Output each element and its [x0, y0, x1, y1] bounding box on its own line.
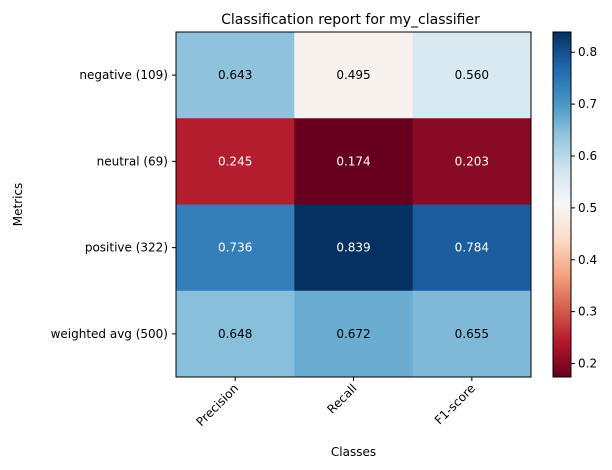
heatmap-cell	[294, 204, 414, 292]
x-tick-label: F1-score	[432, 381, 478, 427]
heatmap-cell-labels: 0.643 0.495 0.560 0.245 0.174 0.203 0.736 0.839…	[218, 68, 489, 341]
cell-value-label: 0.648	[218, 327, 252, 341]
cell-value-label: 0.839	[336, 241, 370, 255]
heatmap-cell	[176, 290, 295, 378]
y-axis-label: Metrics	[11, 183, 25, 227]
colorbar-tick-label: 0.8	[578, 45, 597, 59]
cell-value-label: 0.245	[218, 154, 252, 168]
colorbar-tick-label: 0.4	[578, 253, 597, 267]
colorbar-tick-label: 0.7	[578, 97, 597, 111]
colorbar-tick-label: 0.6	[578, 149, 597, 163]
colorbar-tick-label: 0.5	[578, 201, 597, 215]
cell-value-label: 0.655	[455, 327, 489, 341]
x-axis-label: Classes	[331, 445, 376, 459]
cell-value-label: 0.643	[218, 68, 252, 82]
y-axis-ticks: negative (109) neutral (69) positive (322)…	[51, 68, 176, 341]
heatmap-cell	[412, 290, 532, 378]
heatmap-cell	[412, 204, 532, 292]
heatmap-cell	[294, 290, 414, 378]
chart-title: Classification report for my_classifier	[221, 12, 480, 28]
y-tick-label: weighted avg (500)	[51, 327, 168, 341]
x-axis-ticks: Precision Recall F1-score	[194, 377, 478, 429]
heatmap-cell	[412, 118, 532, 205]
cell-value-label: 0.174	[336, 154, 370, 168]
cell-value-label: 0.495	[336, 68, 370, 82]
x-tick-label: Recall	[324, 381, 359, 416]
y-tick-label: positive (322)	[85, 241, 168, 255]
x-tick-label: Precision	[194, 381, 242, 429]
colorbar-ticks: 0.2 0.3 0.4 0.5 0.6 0.7 0.8	[571, 45, 597, 371]
heatmap-cell	[412, 32, 532, 119]
colorbar-tick-label: 0.2	[578, 357, 597, 371]
heatmap-cell	[294, 118, 414, 205]
heatmap-cell	[176, 118, 295, 205]
cell-value-label: 0.736	[218, 241, 252, 255]
heatmap-cell	[176, 32, 295, 119]
cell-value-label: 0.203	[455, 154, 489, 168]
y-tick-label: negative (109)	[79, 68, 168, 82]
heatmap-cells	[176, 32, 532, 378]
cell-value-label: 0.560	[455, 68, 489, 82]
cell-value-label: 0.672	[336, 327, 370, 341]
heatmap-cell	[294, 32, 414, 119]
colorbar-tick-label: 0.3	[578, 305, 597, 319]
y-tick-label: neutral (69)	[97, 154, 168, 168]
colorbar	[552, 31, 572, 378]
cell-value-label: 0.784	[455, 241, 489, 255]
heatmap-cell	[176, 204, 295, 292]
